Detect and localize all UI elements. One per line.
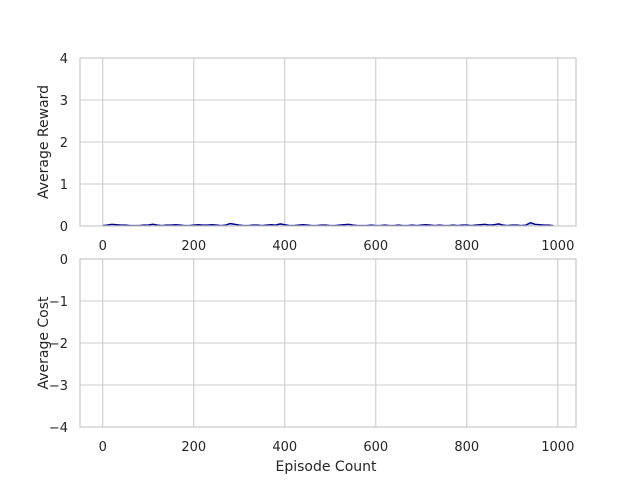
- y-tick-label: 1: [60, 178, 68, 193]
- x-tick-label: 800: [454, 440, 479, 455]
- x-tick-label: 200: [181, 440, 206, 455]
- series-line: [102, 221, 554, 227]
- x-tick-label: 0: [99, 440, 107, 455]
- x-tick-label: 200: [181, 239, 206, 254]
- x-tick-label: 800: [454, 239, 479, 254]
- x-tick-label: 1000: [541, 440, 574, 455]
- axes-frame: [79, 57, 577, 227]
- x-tick-label: 600: [363, 239, 388, 254]
- axes-frame: [79, 258, 577, 428]
- y-tick-label: −2: [49, 337, 68, 352]
- x-tick-label: 1000: [541, 239, 574, 254]
- x-axis-label: Episode Count: [275, 459, 377, 475]
- x-tick-label: 400: [272, 440, 297, 455]
- y-tick-label: −3: [49, 379, 68, 394]
- y-tick-label: 4: [60, 52, 68, 67]
- x-tick-label: 400: [272, 239, 297, 254]
- y-tick-label: 3: [60, 94, 68, 109]
- y-tick-label: 2: [60, 136, 68, 151]
- y-tick-label: −4: [49, 421, 68, 436]
- reward-chart: 0 200 400 600 800 1000 0 1 2 3 4 Average Reward: [36, 52, 577, 254]
- y-axis-label: Average Cost: [36, 296, 52, 390]
- x-tick-label: 0: [99, 239, 107, 254]
- y-tick-label: 0: [60, 253, 68, 268]
- x-tick-label: 600: [363, 440, 388, 455]
- y-axis-label: Average Reward: [36, 85, 52, 199]
- y-tick-label: 0: [60, 220, 68, 235]
- y-tick-label: −1: [49, 295, 68, 310]
- cost-chart: 0 200 400 600 800 1000 0 −1 −2 −3 −4 Average Cost Ep…: [36, 253, 577, 475]
